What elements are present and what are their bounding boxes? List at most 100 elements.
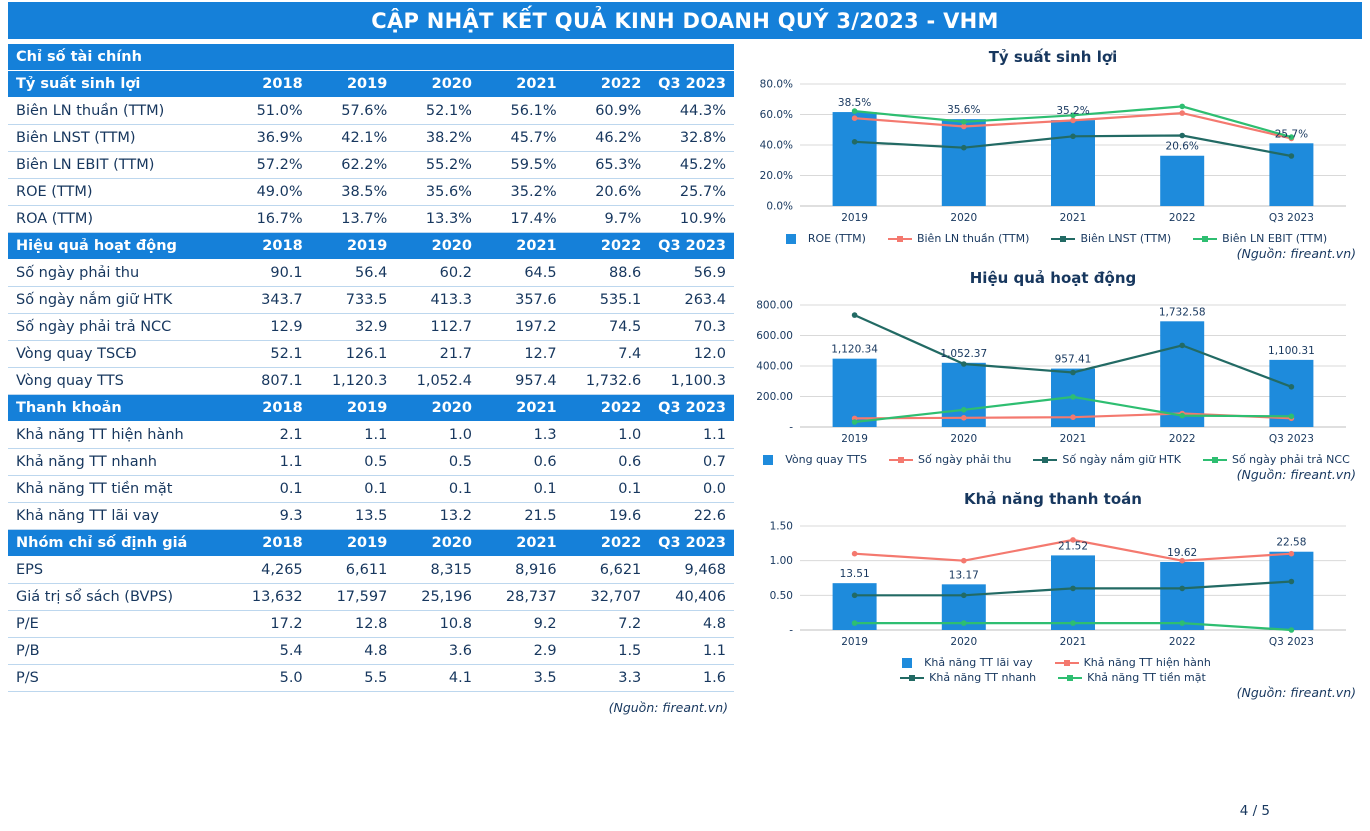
cell-value: 357.6 — [479, 286, 565, 314]
x-axis-label: 2020 — [950, 636, 977, 648]
cell-value: 52.1 — [226, 340, 311, 368]
cell-value: 62.2% — [310, 151, 396, 179]
cell-value: 52.1% — [395, 97, 480, 125]
bar-label: 13.17 — [949, 569, 979, 581]
cell-value: 733.5 — [310, 286, 396, 314]
row-label: ROA (TTM) — [8, 205, 226, 233]
cell-value: 56.1% — [479, 97, 565, 125]
line-marker — [851, 550, 858, 557]
legend-item: ROE (TTM) — [779, 232, 866, 245]
y-axis-label: 0.50 — [770, 590, 793, 602]
row-label: Khả năng TT tiền mặt — [8, 475, 226, 503]
cell-value: 1.1 — [226, 448, 311, 476]
bar-2022 — [1160, 155, 1205, 206]
cell-value: 46.2% — [564, 124, 650, 152]
legend-item: Biên LN EBIT (TTM) — [1193, 232, 1327, 245]
cell-value: 38.2% — [395, 124, 480, 152]
row-label: Khả năng TT lãi vay — [8, 502, 226, 530]
y-axis-label: - — [789, 422, 793, 434]
report-title-bar: CẬP NHẬT KẾT QUẢ KINH DOANH QUÝ 3/2023 -… — [8, 2, 1362, 39]
cell-value: 65.3% — [564, 151, 650, 179]
line-marker — [851, 419, 858, 425]
section-title: Hiệu quả hoạt động — [8, 232, 226, 260]
cell-value: 13.2 — [395, 502, 480, 530]
col-header: 2021 — [479, 232, 565, 260]
col-header: Q3 2023 — [649, 394, 734, 422]
cell-value: 6,611 — [310, 556, 396, 584]
bar-2020 — [941, 119, 986, 206]
line-marker — [1070, 117, 1076, 124]
x-axis-label: 2021 — [1060, 212, 1087, 224]
chart-canvas: 0.0% 20.0% 40.0% 60.0% 80.0% 38.5% 35.6% 35.2% 2… — [760, 79, 1346, 224]
line-marker — [1179, 557, 1185, 564]
col-header: 2021 — [479, 394, 565, 422]
y-axis-label: 400.00 — [756, 361, 793, 373]
bar-label: 20.6% — [1166, 141, 1199, 153]
row-label: Vòng quay TTS — [8, 367, 226, 395]
line-marker — [1070, 112, 1076, 119]
cell-value: 1.1 — [649, 421, 734, 449]
bar-2019 — [832, 112, 877, 206]
cell-value: 57.2% — [226, 151, 311, 179]
legend-line-marker — [1193, 235, 1218, 242]
legend-label: Số ngày phải thu — [917, 453, 1012, 466]
line-marker — [961, 144, 967, 151]
cell-value: 7.4 — [564, 340, 650, 368]
chart-legend: ROE (TTM) Biên LN thuần (TTM) Biên LNST (T… — [744, 232, 1362, 245]
col-header: 2020 — [395, 394, 480, 422]
bar-label: 38.5% — [838, 97, 871, 109]
line-marker — [1070, 369, 1076, 376]
line-marker — [961, 407, 967, 413]
col-header: 2020 — [395, 70, 480, 98]
line-marker — [1288, 384, 1295, 390]
row-label: P/S — [8, 664, 226, 692]
cell-value: 9.3 — [226, 502, 311, 530]
table-row: ROA (TTM) 16.7% 13.7% 13.3% 17.4% 9.7% 10.9% — [8, 205, 734, 233]
cell-value: 12.0 — [649, 340, 734, 368]
table-row: Biên LN EBIT (TTM) 57.2% 62.2% 55.2% 59.5% 65… — [8, 151, 734, 179]
bar-2021 — [1051, 555, 1095, 630]
chart-canvas: - 200.00 400.00 600.00 800.00 1,120.34 1,052.3… — [756, 300, 1346, 445]
cell-value: 7.2 — [564, 610, 650, 638]
legend-item: Số ngày phải thu — [888, 453, 1012, 466]
col-header: 2022 — [564, 232, 650, 260]
cell-value: 1.5 — [564, 637, 650, 665]
col-header: 2020 — [395, 529, 480, 557]
cell-value: 13.7% — [310, 205, 396, 233]
bar-label: 19.62 — [1167, 547, 1197, 559]
table-row: Vòng quay TTS 807.1 1,120.3 1,052.4 957.4 1,7… — [8, 367, 734, 395]
bar-label: 957.41 — [1055, 354, 1092, 366]
line-marker — [851, 108, 858, 114]
cell-value: 12.8 — [310, 610, 396, 638]
legend-label: Khả năng TT tiền mặt — [1087, 671, 1206, 684]
row-label: Biên LNST (TTM) — [8, 124, 226, 152]
legend-line-marker — [888, 456, 913, 463]
cell-value: 0.5 — [310, 448, 396, 476]
line-marker — [851, 115, 858, 121]
x-axis-label: 2021 — [1060, 433, 1087, 445]
table-row: Số ngày phải thu 90.1 56.4 60.2 64.5 88.6 56.9 — [8, 259, 734, 287]
line-marker — [1288, 578, 1295, 585]
table-title-row: Chỉ số tài chính — [8, 44, 734, 71]
line-marker — [1288, 134, 1295, 140]
col-header: 2018 — [226, 232, 311, 260]
bar-label: 25.7% — [1275, 128, 1308, 140]
cell-value: 1.6 — [649, 664, 734, 692]
line-marker — [961, 119, 967, 125]
chart-canvas: - 0.50 1.00 1.50 13.51 13.17 21.52 19.62 22.58 20… — [770, 521, 1346, 648]
row-label: Số ngày phải trả NCC — [8, 313, 226, 341]
cell-value: 40,406 — [649, 583, 734, 611]
financial-table-body: Chỉ số tài chính Tỷ suất sinh lợi 2018 2019… — [8, 44, 734, 692]
cell-value: 126.1 — [310, 340, 396, 368]
bar-Q3 2023 — [1269, 551, 1314, 630]
col-header: 2018 — [226, 394, 311, 422]
charts-column: Tỷ suất sinh lợi 0.0% 20.0% 40.0% 60.0% 80.0%… — [744, 46, 1362, 708]
cell-value: 0.6 — [479, 448, 565, 476]
line-marker — [961, 592, 967, 599]
col-header: 2018 — [226, 529, 311, 557]
col-header: 2022 — [564, 70, 650, 98]
table-title: Chỉ số tài chính — [8, 44, 734, 71]
y-axis-label: 0.0% — [766, 201, 793, 213]
chart-legend: Khả năng TT lãi vay Khả năng TT hiện hành — [744, 656, 1362, 669]
cell-value: 10.8 — [395, 610, 480, 638]
